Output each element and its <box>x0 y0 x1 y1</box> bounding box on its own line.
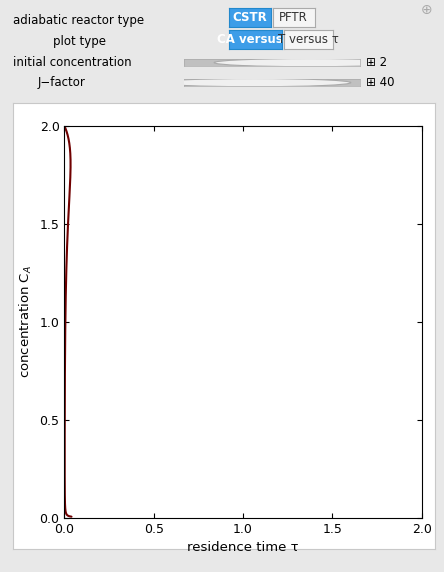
X-axis label: residence time τ: residence time τ <box>187 541 299 554</box>
Text: ⊞ 2: ⊞ 2 <box>366 57 388 69</box>
Text: CA versus τ: CA versus τ <box>217 33 294 46</box>
Circle shape <box>158 78 351 87</box>
Y-axis label: concentration C$_A$: concentration C$_A$ <box>18 265 34 378</box>
Text: ⊞ 40: ⊞ 40 <box>366 77 395 89</box>
Text: ⊕: ⊕ <box>420 3 432 17</box>
Text: T versus τ: T versus τ <box>278 33 339 46</box>
Text: adiabatic reactor type: adiabatic reactor type <box>13 14 144 26</box>
Text: plot type: plot type <box>53 35 106 47</box>
Text: J−factor: J−factor <box>38 77 86 89</box>
Text: initial concentration: initial concentration <box>13 57 132 69</box>
Text: CSTR: CSTR <box>232 11 267 24</box>
Circle shape <box>214 58 407 67</box>
Text: PFTR: PFTR <box>279 11 308 24</box>
